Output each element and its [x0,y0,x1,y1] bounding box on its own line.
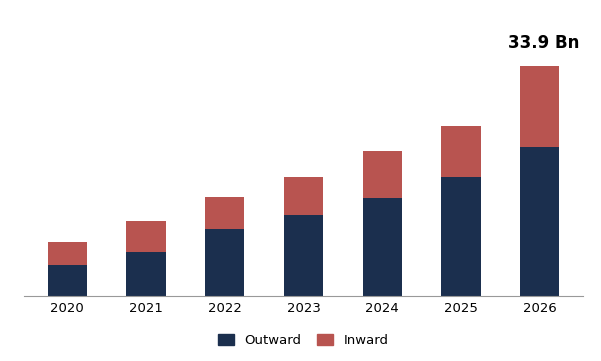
Bar [47,242,87,265]
Bar [520,66,560,147]
Legend: Outward, Inward: Outward, Inward [213,329,394,352]
Bar [126,252,166,296]
Bar [205,230,245,296]
Bar [284,177,323,214]
Bar [284,214,323,296]
Bar [362,151,402,197]
Bar [520,147,560,296]
Bar [47,265,87,296]
Bar [441,177,481,296]
Text: 33.9 Bn: 33.9 Bn [508,34,579,52]
Bar [362,197,402,296]
Bar [441,126,481,177]
Bar [205,197,245,230]
Bar [126,221,166,252]
